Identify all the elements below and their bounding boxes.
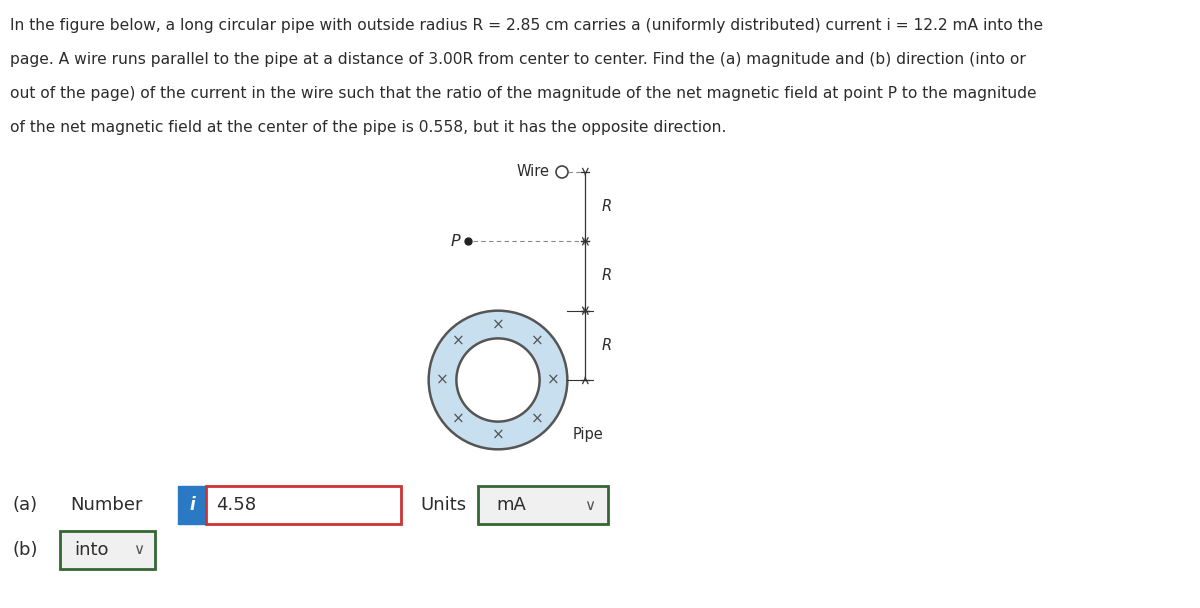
Text: ×: ×: [492, 317, 504, 332]
Text: i: i: [190, 496, 194, 514]
Text: ×: ×: [530, 333, 544, 348]
Text: ×: ×: [492, 428, 504, 443]
Text: ×: ×: [547, 373, 560, 387]
Text: (b): (b): [12, 541, 37, 559]
Text: Units: Units: [420, 496, 466, 514]
Text: ×: ×: [452, 412, 466, 427]
Text: (a): (a): [12, 496, 37, 514]
Text: Pipe: Pipe: [572, 427, 604, 442]
Text: ∨: ∨: [133, 542, 144, 558]
Text: R: R: [601, 269, 612, 283]
Text: page. A wire runs parallel to the pipe at a distance of 3.00R from center to cen: page. A wire runs parallel to the pipe a…: [10, 52, 1026, 67]
Text: ×: ×: [436, 373, 449, 387]
Text: into: into: [74, 541, 108, 559]
Text: ×: ×: [530, 412, 544, 427]
FancyBboxPatch shape: [478, 486, 608, 524]
Text: Wire: Wire: [517, 165, 550, 179]
Text: Number: Number: [70, 496, 143, 514]
Text: In the figure below, a long circular pipe with outside radius R = 2.85 cm carrie: In the figure below, a long circular pip…: [10, 18, 1043, 33]
Circle shape: [428, 311, 568, 449]
FancyBboxPatch shape: [206, 486, 401, 524]
Text: P: P: [450, 234, 460, 249]
Text: R: R: [601, 199, 612, 214]
Text: R: R: [601, 338, 612, 353]
Circle shape: [456, 339, 540, 421]
FancyBboxPatch shape: [60, 531, 155, 569]
Text: mA: mA: [496, 496, 526, 514]
Text: out of the page) of the current in the wire such that the ratio of the magnitude: out of the page) of the current in the w…: [10, 86, 1037, 101]
Text: 4.58: 4.58: [216, 496, 256, 514]
Text: ∨: ∨: [584, 497, 595, 513]
Text: of the net magnetic field at the center of the pipe is 0.558, but it has the opp: of the net magnetic field at the center …: [10, 120, 726, 135]
Text: ×: ×: [452, 333, 466, 348]
FancyBboxPatch shape: [178, 486, 206, 524]
